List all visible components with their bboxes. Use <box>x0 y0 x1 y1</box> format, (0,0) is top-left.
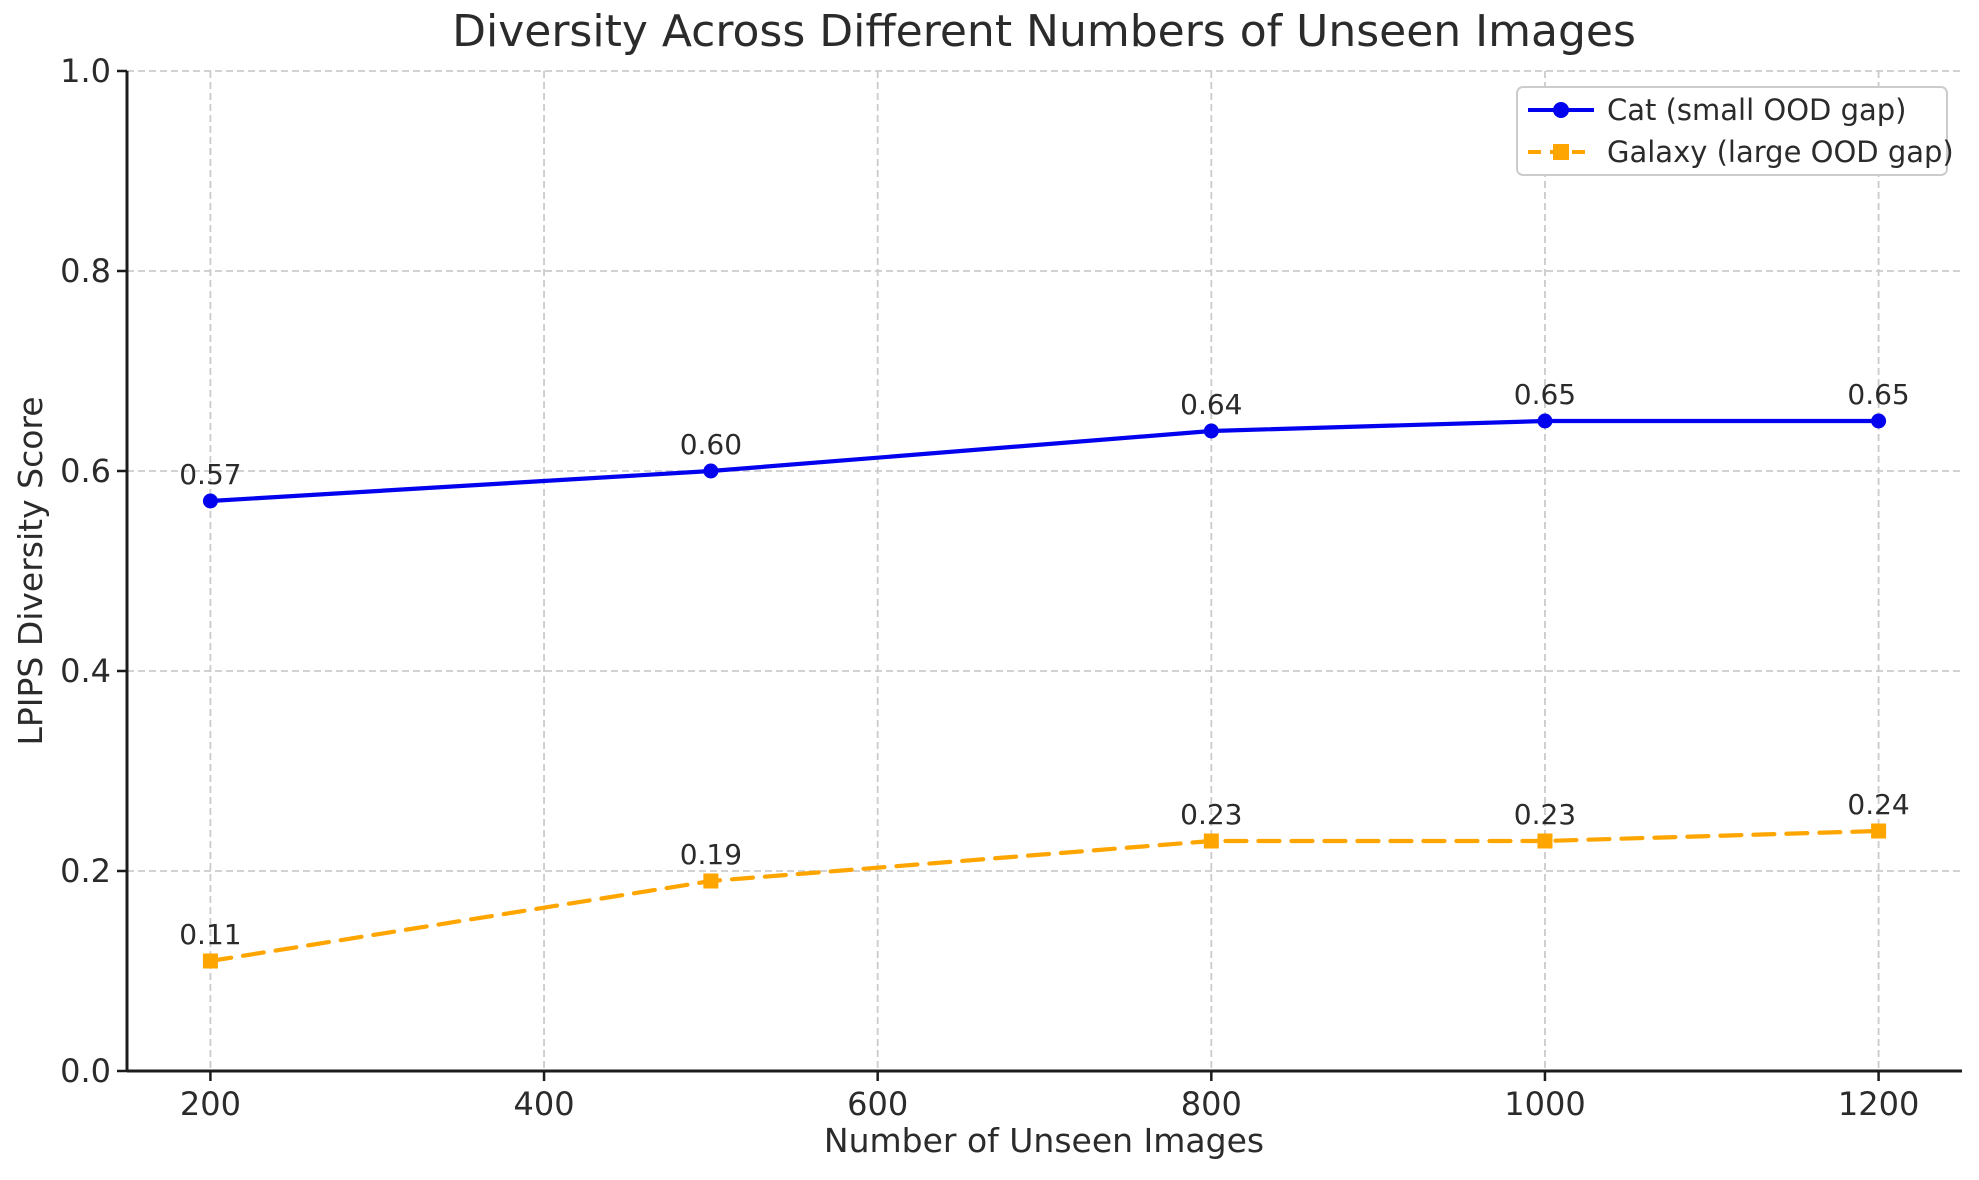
legend-item-cat: Cat (small OOD gap) <box>1528 93 1907 127</box>
series-line-galaxy <box>208 828 1881 964</box>
tick-marks-and-labels: 200 400 600 800 1000 1200 0.0 0.2 0.4 0.6 0.8 1.0 <box>60 52 1919 1123</box>
data-point-marker <box>1537 833 1553 849</box>
point-value-labels: 0.57 0.60 0.64 0.65 0.65 0.11 0.19 0.23 0.23 0.24 <box>179 378 1910 951</box>
point-value-label: 0.65 <box>1514 378 1576 411</box>
y-tick-label: 0.2 <box>60 852 111 890</box>
legend-item-galaxy: Galaxy (large OOD gap) <box>1528 135 1954 169</box>
point-value-label: 0.11 <box>179 918 241 951</box>
series-line-cat <box>208 418 1881 504</box>
chart-title: Diversity Across Different Numbers of Un… <box>452 6 1636 57</box>
point-value-label: 0.57 <box>179 458 241 491</box>
data-point-marker <box>202 953 218 969</box>
data-point-marker <box>1871 413 1887 429</box>
gridlines <box>127 70 1962 1072</box>
data-point-marker <box>1203 423 1219 439</box>
x-tick-label: 800 <box>1181 1085 1242 1123</box>
data-point-marker <box>703 463 719 479</box>
y-tick-label: 0.8 <box>60 252 111 290</box>
x-tick-label: 1000 <box>1504 1085 1585 1123</box>
legend-circle-marker <box>1553 102 1569 118</box>
data-point-marker <box>202 493 218 509</box>
legend-label-cat: Cat (small OOD gap) <box>1607 93 1907 127</box>
point-value-label: 0.60 <box>680 428 742 461</box>
axes <box>125 71 1962 1073</box>
x-tick-label: 1200 <box>1838 1085 1919 1123</box>
y-tick-label: 1.0 <box>60 52 111 90</box>
point-value-label: 0.64 <box>1180 388 1242 421</box>
data-point-marker <box>1537 413 1553 429</box>
data-point-marker <box>1871 823 1887 839</box>
point-value-label: 0.65 <box>1847 378 1909 411</box>
point-value-label: 0.23 <box>1180 798 1242 831</box>
point-value-label: 0.24 <box>1847 788 1909 821</box>
legend-square-marker <box>1553 144 1569 160</box>
y-tick-label: 0.0 <box>60 1052 111 1090</box>
x-tick-label: 200 <box>180 1085 241 1123</box>
y-axis-title: LPIPS Diversity Score <box>11 396 50 745</box>
data-point-marker <box>1203 833 1219 849</box>
data-series <box>202 413 1887 969</box>
y-tick-label: 0.6 <box>60 452 111 490</box>
point-value-label: 0.23 <box>1514 798 1576 831</box>
x-tick-label: 600 <box>847 1085 908 1123</box>
x-tick-label: 400 <box>514 1085 575 1123</box>
x-axis-title: Number of Unseen Images <box>824 1121 1264 1160</box>
point-value-label: 0.19 <box>680 838 742 871</box>
legend-box <box>1516 86 1948 176</box>
data-point-marker <box>703 873 719 889</box>
legend-label-galaxy: Galaxy (large OOD gap) <box>1607 135 1954 169</box>
legend: Cat (small OOD gap) Galaxy (large OOD ga… <box>1516 86 1954 176</box>
y-tick-label: 0.4 <box>60 652 111 690</box>
